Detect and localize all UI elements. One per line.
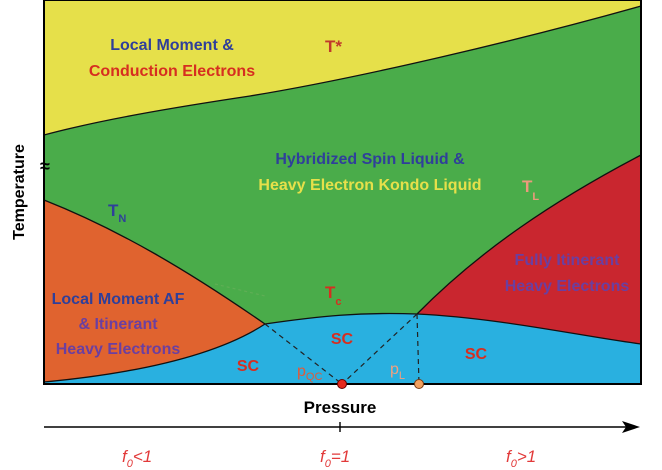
p-qc-main: p [297, 363, 306, 380]
x-axis-label: Pressure [304, 398, 377, 417]
y-axis-label: Temperature [11, 144, 28, 240]
af-region [44, 200, 265, 382]
f0-less-label: f0<1 [122, 447, 152, 470]
af-extension-line [214, 283, 266, 297]
axis-break-mark: ≈ [40, 156, 50, 176]
local-moment-region [44, 0, 641, 135]
f0-greater-sub: 0 [511, 458, 518, 470]
sc-dome-region [44, 313, 641, 384]
t-l-sub: L [532, 191, 539, 203]
hybridized-label-2: Heavy Electron Kondo Liquid [258, 177, 481, 194]
f0-greater-label: f0>1 [506, 447, 536, 470]
af-label-3: Heavy Electrons [56, 341, 181, 358]
sc-label-center: SC [331, 331, 354, 348]
t-c-label: Tc [325, 283, 342, 308]
fully-itinerant-region [417, 155, 641, 344]
af-label-2: & Itinerant [78, 316, 158, 333]
f0-less-main: f [122, 447, 129, 466]
local-moment-label-2: Conduction Electrons [89, 63, 255, 80]
p-qc-point [337, 379, 347, 389]
f0-equal-sub: 0 [325, 458, 332, 470]
t-n-label: TN [108, 201, 126, 225]
f0-greater-rest: >1 [517, 447, 536, 466]
p-qc-sub: QC [306, 371, 323, 383]
f0-less-rest: <1 [133, 447, 152, 466]
t-c-sub: c [335, 296, 341, 308]
f0-equal-main: f [320, 447, 327, 466]
hybridized-label-1: Hybridized Spin Liquid & [275, 151, 465, 168]
af-label-1: Local Moment AF [52, 291, 185, 308]
itinerant-label-2: Heavy Electrons [505, 278, 630, 295]
p-l-label: pL [390, 361, 405, 382]
p-qc-label: pQC [297, 363, 322, 383]
t-n-sub: N [118, 213, 126, 225]
local-moment-label-1: Local Moment & [110, 37, 234, 54]
f0-equal-rest: =1 [331, 447, 350, 466]
t-l-label: TL [522, 177, 539, 203]
scale-arrow-head [622, 421, 640, 433]
phase-boundaries [43, 5, 642, 383]
f0-less-sub: 0 [127, 458, 134, 470]
f0-equal-label: f0=1 [320, 447, 350, 470]
t-star-label: T* [325, 37, 342, 56]
t-n-main: T [108, 201, 119, 220]
sc-label-right: SC [465, 346, 488, 363]
critical-lines [264, 313, 420, 385]
f0-greater-main: f [506, 447, 513, 466]
p-l-sub: L [399, 370, 405, 382]
p-l-point [414, 379, 424, 389]
p-l-main: p [390, 361, 399, 378]
t-l-main: T [522, 177, 533, 196]
t-c-main: T [325, 283, 336, 302]
sc-label-left: SC [237, 358, 260, 375]
itinerant-label-1: Fully Itinerant [515, 252, 621, 269]
